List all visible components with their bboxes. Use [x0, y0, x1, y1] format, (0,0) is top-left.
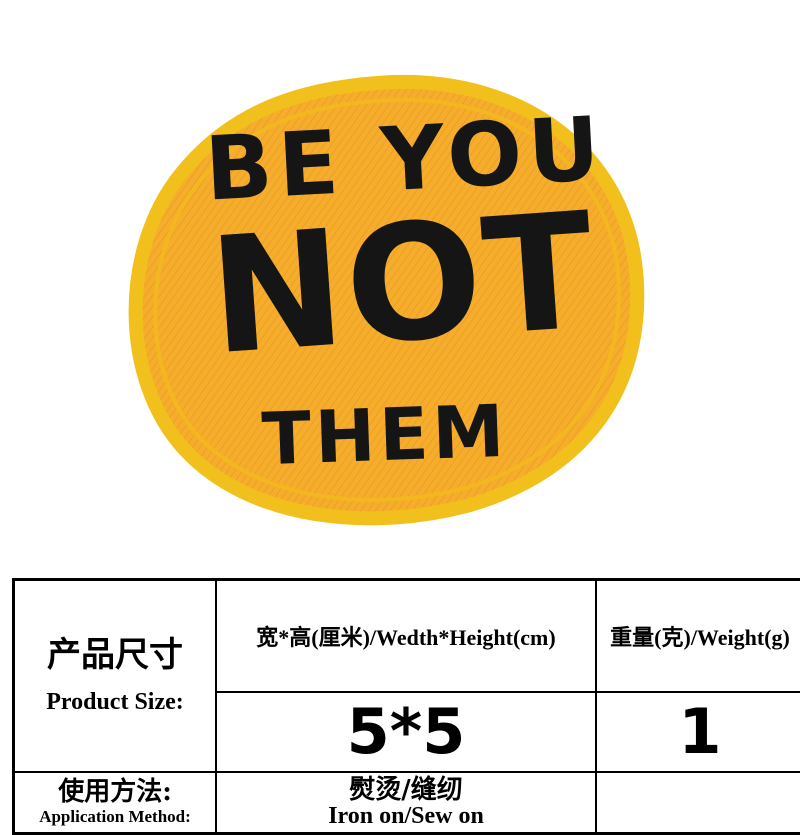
- dimension-header-cell: 宽*高(厘米)/Wedth*Height(cm): [215, 578, 597, 693]
- method-value-en: Iron on/Sew on: [328, 803, 484, 830]
- method-value-cell: 熨烫/缝纫 Iron on/Sew on: [215, 770, 597, 835]
- spec-table: 产品尺寸 Product Size: 宽*高(厘米)/Wedth*Height(…: [12, 578, 800, 835]
- patch-body: [128, 74, 645, 526]
- dimension-header: 宽*高(厘米)/Wedth*Height(cm): [256, 624, 556, 650]
- patch-image: BE YOU NOT THEM: [128, 74, 645, 526]
- method-label-cn: 使用方法:: [58, 777, 172, 808]
- patch-inner-border: [153, 97, 621, 502]
- size-label-cn: 产品尺寸: [47, 635, 183, 676]
- method-label-en: Application Method:: [39, 807, 191, 827]
- size-label-en: Product Size:: [46, 689, 184, 716]
- weight-header-cell: 重量(克)/Weight(g): [595, 578, 800, 693]
- weight-header: 重量(克)/Weight(g): [610, 624, 790, 650]
- patch-text-not: NOT: [203, 176, 602, 391]
- method-extra-cell: [595, 770, 800, 835]
- patch-shape: [128, 74, 645, 526]
- size-label-cell: 产品尺寸 Product Size:: [12, 578, 217, 773]
- method-label-cell: 使用方法: Application Method:: [12, 770, 217, 835]
- weight-value-cell: 1: [595, 690, 800, 773]
- weight-value: 1: [678, 695, 722, 768]
- dimension-value-cell: 5*5: [215, 690, 597, 773]
- patch-text-them: THEM: [260, 388, 510, 482]
- method-value-cn: 熨烫/缝纫: [349, 775, 463, 806]
- dimension-value: 5*5: [346, 695, 466, 768]
